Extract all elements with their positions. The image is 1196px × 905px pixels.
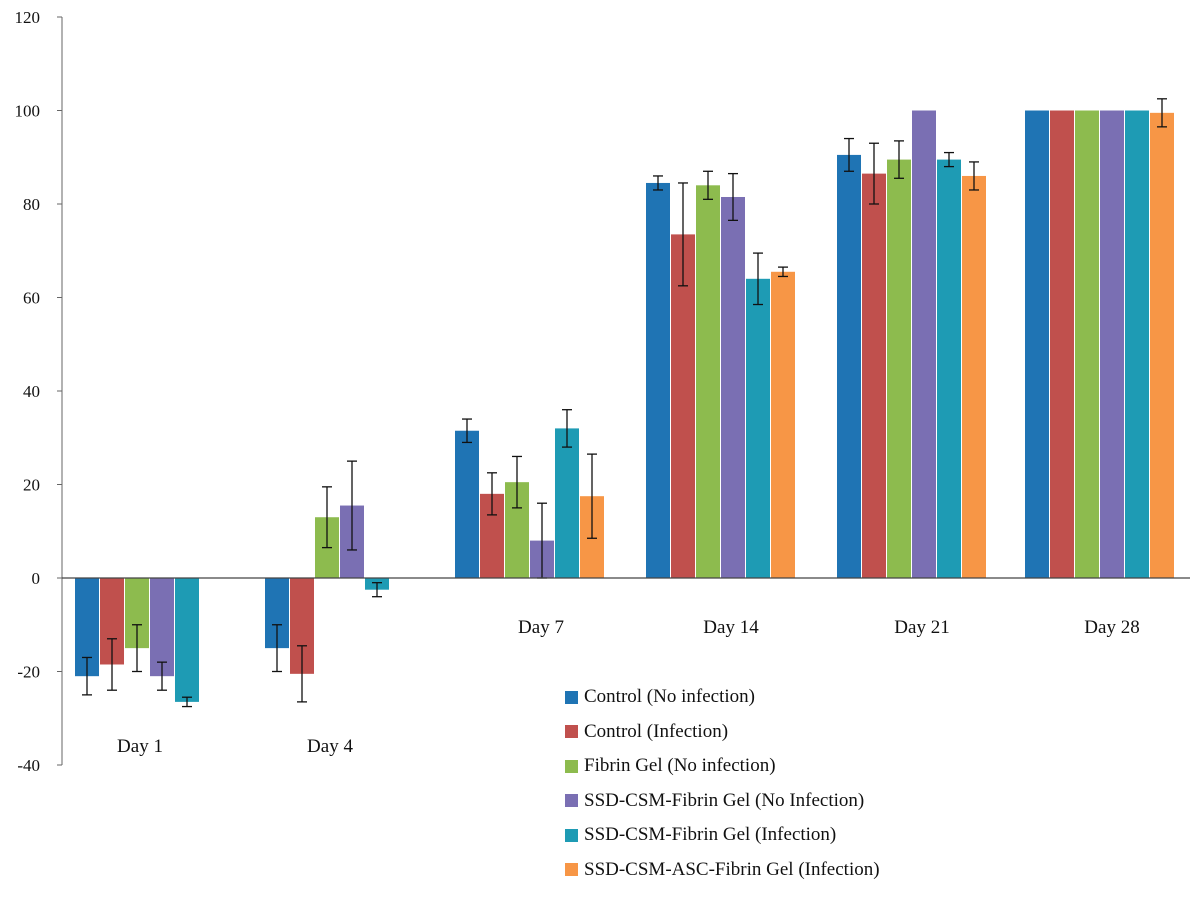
bar-2-3 bbox=[696, 185, 720, 579]
y-tick-label-7: 100 bbox=[15, 102, 41, 121]
error-bar-0-0 bbox=[82, 656, 92, 696]
legend-item-1: Control (Infection) bbox=[565, 715, 880, 750]
bar-4-5 bbox=[1125, 110, 1149, 578]
bar-0-2 bbox=[455, 430, 479, 578]
bar-4-3 bbox=[746, 278, 770, 578]
legend-swatch-0 bbox=[565, 690, 578, 704]
error-bar-4-1 bbox=[372, 582, 382, 598]
legend-item-3: SSD-CSM-Fibrin Gel (No Infection) bbox=[565, 784, 880, 819]
error-bar-2-2 bbox=[512, 455, 522, 509]
error-bar-0-3 bbox=[653, 175, 663, 191]
bar-5-3 bbox=[771, 271, 795, 578]
category-label-4: Day 21 bbox=[894, 617, 949, 638]
legend-item-5: SSD-CSM-ASC-Fibrin Gel (Infection) bbox=[565, 853, 880, 888]
bar-0-4 bbox=[837, 154, 861, 578]
legend-label-3: SSD-CSM-Fibrin Gel (No Infection) bbox=[584, 789, 865, 811]
legend-item-2: Fibrin Gel (No infection) bbox=[565, 749, 880, 784]
legend-label-4: SSD-CSM-Fibrin Gel (Infection) bbox=[584, 824, 837, 846]
error-bar-3-3 bbox=[728, 172, 738, 222]
bar-4-2 bbox=[555, 428, 579, 578]
legend-item-0: Control (No infection) bbox=[565, 680, 880, 715]
category-label-3: Day 14 bbox=[703, 617, 759, 638]
y-tick-label-8: 120 bbox=[15, 8, 41, 27]
y-tick-label-3: 20 bbox=[23, 476, 40, 495]
error-bar-0-1 bbox=[272, 624, 282, 673]
error-bar-2-0 bbox=[132, 624, 142, 673]
error-bar-1-1 bbox=[297, 645, 307, 703]
error-bar-5-2 bbox=[587, 453, 597, 539]
bar-1-4 bbox=[862, 173, 886, 579]
bar-2-4 bbox=[887, 159, 911, 578]
bar-3-5 bbox=[1100, 110, 1124, 578]
legend-swatch-5 bbox=[565, 863, 578, 877]
error-bar-3-0 bbox=[157, 661, 167, 691]
legend: Control (No infection) Control (Infectio… bbox=[565, 680, 880, 887]
legend-label-2: Fibrin Gel (No infection) bbox=[584, 755, 776, 777]
legend-swatch-1 bbox=[565, 725, 578, 739]
legend-label-1: Control (Infection) bbox=[584, 720, 729, 742]
error-bar-5-5 bbox=[1157, 98, 1167, 128]
category-label-2: Day 7 bbox=[518, 617, 564, 638]
legend-label-5: SSD-CSM-ASC-Fibrin Gel (Infection) bbox=[584, 858, 880, 880]
error-bar-2-3 bbox=[703, 170, 713, 200]
y-tick-label-4: 40 bbox=[23, 382, 40, 401]
category-label-1: Day 4 bbox=[307, 736, 353, 757]
error-bar-4-3 bbox=[753, 252, 763, 306]
error-bar-2-1 bbox=[322, 486, 332, 549]
error-bar-0-4 bbox=[844, 137, 854, 172]
error-bar-5-3 bbox=[778, 266, 788, 278]
legend-swatch-2 bbox=[565, 759, 578, 773]
bar-3-4 bbox=[912, 110, 936, 578]
error-bar-1-4 bbox=[869, 142, 879, 205]
error-bar-4-2 bbox=[562, 409, 572, 448]
y-tick-label-6: 80 bbox=[23, 195, 40, 214]
error-bar-1-0 bbox=[107, 638, 117, 691]
bar-1-5 bbox=[1050, 110, 1074, 578]
category-label-5: Day 28 bbox=[1084, 617, 1139, 638]
legend-swatch-4 bbox=[565, 828, 578, 842]
bar-4-4 bbox=[937, 159, 961, 578]
error-bar-4-0 bbox=[182, 696, 192, 708]
bar-3-0 bbox=[150, 578, 174, 677]
error-bar-3-1 bbox=[347, 460, 357, 551]
bar-1-3 bbox=[671, 234, 695, 578]
legend-swatch-3 bbox=[565, 794, 578, 808]
bar-5-5 bbox=[1150, 112, 1174, 579]
error-bar-5-4 bbox=[969, 161, 979, 191]
error-bar-1-3 bbox=[678, 182, 688, 287]
error-bar-1-2 bbox=[487, 472, 497, 516]
bar-5-4 bbox=[962, 175, 986, 578]
error-bar-2-4 bbox=[894, 140, 904, 179]
legend-item-4: SSD-CSM-Fibrin Gel (Infection) bbox=[565, 818, 880, 853]
legend-label-0: Control (No infection) bbox=[584, 686, 755, 708]
y-tick-label-2: 0 bbox=[32, 569, 41, 588]
y-tick-label-0: -40 bbox=[17, 756, 40, 775]
bar-4-0 bbox=[175, 578, 199, 702]
bar-3-3 bbox=[721, 196, 745, 579]
error-bar-0-2 bbox=[462, 418, 472, 444]
y-tick-label-1: -20 bbox=[17, 663, 40, 682]
bar-0-3 bbox=[646, 182, 670, 578]
bar-0-5 bbox=[1025, 110, 1049, 578]
error-bar-4-4 bbox=[944, 151, 954, 168]
category-label-0: Day 1 bbox=[117, 736, 163, 757]
bar-2-5 bbox=[1075, 110, 1099, 578]
y-tick-label-5: 60 bbox=[23, 289, 40, 308]
